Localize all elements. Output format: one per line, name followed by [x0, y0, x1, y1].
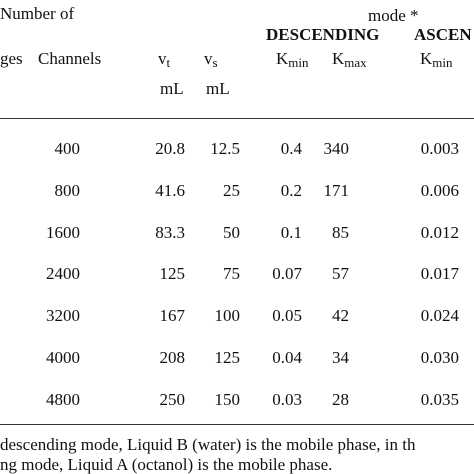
- cell: 41.6: [155, 181, 185, 200]
- cell: 0.035: [420, 390, 459, 409]
- rule: [0, 118, 474, 119]
- cell: 800: [54, 181, 81, 200]
- column-header: vs: [204, 50, 218, 69]
- header-sub: min: [288, 55, 309, 70]
- column-header: vt: [158, 50, 170, 69]
- footnote: descending mode, Liquid B (water) is the…: [0, 435, 416, 454]
- header-main: K: [276, 49, 289, 68]
- cell: 0.03: [272, 390, 302, 409]
- cell: 20.8: [155, 139, 185, 158]
- cell: 208: [159, 348, 186, 367]
- cell: 150: [214, 390, 241, 409]
- cell: 2400: [46, 264, 80, 283]
- cell: 50: [223, 223, 240, 242]
- header-main: K: [332, 49, 345, 68]
- cell: 340: [323, 139, 350, 158]
- rule: [0, 424, 474, 425]
- header-main: v: [158, 49, 167, 68]
- cell: 0.024: [420, 306, 459, 325]
- cell: 0.012: [420, 223, 459, 242]
- cell: 75: [223, 264, 240, 283]
- cell: 1600: [46, 223, 80, 242]
- cell: 0.030: [420, 348, 459, 367]
- group-header: mode *: [368, 6, 419, 25]
- cell: 167: [159, 306, 186, 325]
- cell: 4000: [46, 348, 80, 367]
- cell: 400: [54, 139, 81, 158]
- group-header: Number of: [0, 4, 75, 23]
- cell: 85: [332, 223, 349, 242]
- unit: mL: [160, 79, 184, 98]
- cell: 0.017: [420, 264, 459, 283]
- header-sub: min: [432, 55, 453, 70]
- cell: 250: [159, 390, 186, 409]
- cell: 34: [332, 348, 349, 367]
- cell: 0.07: [272, 264, 302, 283]
- cell: 0.006: [420, 181, 459, 200]
- header-sub: t: [166, 55, 171, 70]
- column-header: Kmin: [276, 50, 309, 69]
- cell: 42: [332, 306, 349, 325]
- cell: 57: [332, 264, 349, 283]
- unit: mL: [206, 79, 230, 98]
- column-header: Channels: [38, 50, 101, 67]
- cell: 125: [159, 264, 186, 283]
- group-header: DESCENDING: [266, 25, 380, 44]
- cell: 0.1: [280, 223, 302, 242]
- cell: 100: [214, 306, 241, 325]
- header-main: K: [420, 49, 433, 68]
- footnote: ng mode, Liquid A (octanol) is the mobil…: [0, 455, 333, 474]
- cell: 125: [214, 348, 241, 367]
- cell: 83.3: [155, 223, 185, 242]
- header-main: v: [204, 49, 213, 68]
- cell: 12.5: [210, 139, 240, 158]
- column-header: Kmin: [420, 50, 453, 69]
- cell: 0.003: [420, 139, 459, 158]
- cell: 171: [323, 181, 350, 200]
- cell: 0.4: [280, 139, 302, 158]
- cell: 25: [223, 181, 240, 200]
- group-header: ASCEN: [414, 25, 472, 44]
- header-main: Channels: [38, 49, 102, 68]
- cell: 4800: [46, 390, 80, 409]
- cell: 3200: [46, 306, 80, 325]
- cell: 0.05: [272, 306, 302, 325]
- cell: 28: [332, 390, 349, 409]
- cell: 0.2: [280, 181, 302, 200]
- header-sub: max: [344, 55, 367, 70]
- header-main: ges: [0, 49, 23, 68]
- column-header: ges: [0, 50, 23, 67]
- cell: 0.04: [272, 348, 302, 367]
- column-header: Kmax: [332, 50, 367, 69]
- header-sub: s: [212, 55, 218, 70]
